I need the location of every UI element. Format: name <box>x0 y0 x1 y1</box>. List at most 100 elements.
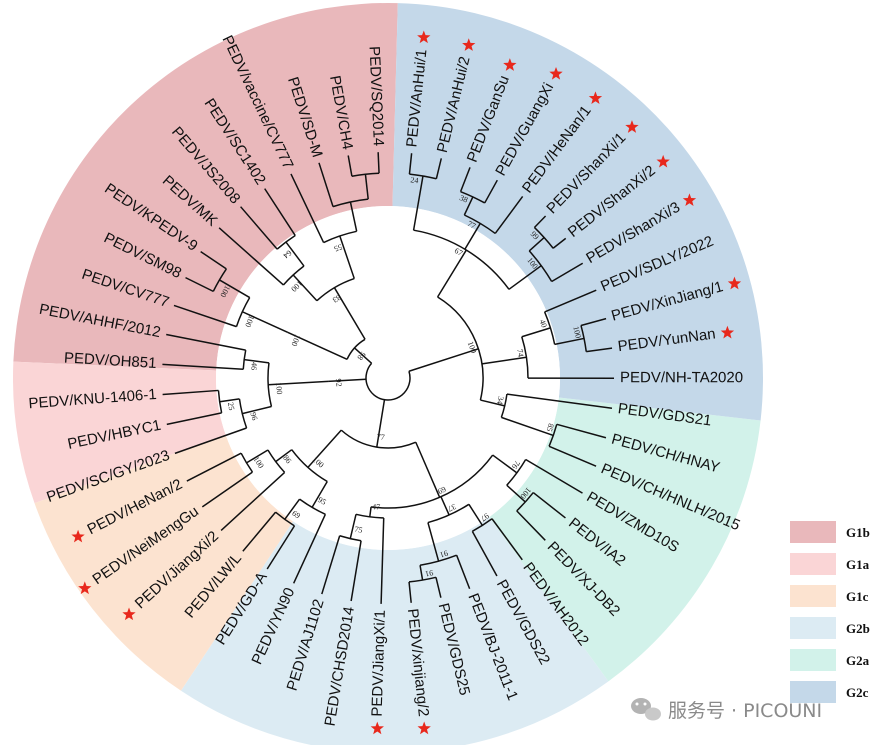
bootstrap-value: 76 <box>510 459 522 471</box>
tree-arc-10 <box>464 214 496 235</box>
bootstrap-value: 97 <box>479 511 491 523</box>
tree-branch-16 <box>508 265 542 290</box>
tree-branch-22 <box>551 262 584 283</box>
bootstrap-value: 47 <box>372 502 381 512</box>
tree-branch-63 <box>408 581 412 603</box>
taxon-label: PEDV/OH851 <box>64 349 157 372</box>
tree-branch-18 <box>528 236 545 252</box>
star-icon <box>71 529 85 543</box>
bootstrap-value: 37 <box>446 502 457 514</box>
star-icon <box>720 325 735 339</box>
legend-label-g1a: G1a <box>846 557 870 572</box>
tree-branch-91 <box>242 405 272 415</box>
star-icon <box>122 607 136 621</box>
tree-arc-6 <box>409 173 437 180</box>
tree-branch-62 <box>435 577 442 598</box>
bootstrap-value: 100 <box>466 340 479 354</box>
star-icon <box>625 120 639 133</box>
taxon-label: PEDV/SQ2014 <box>366 46 387 147</box>
tree-branch-13 <box>459 167 471 192</box>
legend-swatch-g2c <box>790 681 836 703</box>
star-icon <box>417 30 431 44</box>
tree-branch-67 <box>349 514 357 539</box>
tree-branch-42 <box>415 441 441 498</box>
star-icon <box>462 38 476 51</box>
tree-branch-80 <box>275 449 293 463</box>
legend-swatch-g2b <box>790 617 836 639</box>
tree-branch-118 <box>285 241 305 267</box>
bootstrap-value: 24 <box>410 175 419 185</box>
sector-g1c <box>34 435 294 691</box>
tree-arc-72 <box>291 449 328 483</box>
tree-branch-31 <box>586 347 613 353</box>
sector-g1a <box>12 361 226 504</box>
star-icon <box>370 721 384 735</box>
star-icon <box>682 193 697 207</box>
tree-branch-85 <box>201 471 253 508</box>
tree-branch-7 <box>408 153 413 175</box>
tree-branch-25 <box>521 327 551 338</box>
star-icon <box>727 276 742 290</box>
bootstrap-value: 77 <box>376 432 385 442</box>
bootstrap-value: 38 <box>458 193 469 204</box>
tree-branch-28 <box>554 337 585 346</box>
bootstrap-value: 86 <box>281 453 293 465</box>
tree-branch-21 <box>552 237 567 249</box>
bootstrap-value: 91 <box>439 548 449 559</box>
tree-branch-47 <box>506 484 526 503</box>
tree-branch-44 <box>492 454 518 474</box>
tree-branch-14 <box>484 179 498 204</box>
tree-branch-83 <box>246 449 269 464</box>
legend-label-g1b: G1b <box>846 525 870 540</box>
bootstrap-value: 69 <box>290 509 302 521</box>
tree-branch-82 <box>220 471 286 531</box>
bootstrap-value: 100 <box>289 333 302 348</box>
tree-branch-70 <box>321 535 341 595</box>
bootstrap-value: 95 <box>316 495 327 507</box>
star-icon <box>417 721 431 735</box>
tree-branch-93 <box>174 427 247 455</box>
tree-branch-98 <box>244 358 270 364</box>
inner-disc <box>216 206 560 550</box>
tree-arc-43 <box>370 454 494 509</box>
star-icon <box>549 66 563 80</box>
bootstrap-value: 46 <box>249 362 259 371</box>
tree-arc-52 <box>427 503 470 524</box>
tree-branch-97 <box>162 389 219 396</box>
tree-branch-23 <box>481 356 527 365</box>
tree-arc-114 <box>316 277 355 302</box>
tree-branch-38 <box>556 423 607 439</box>
bootstrap-value: 74 <box>515 348 525 358</box>
tree-branch-100 <box>162 363 244 371</box>
tree-branch-20 <box>533 215 547 228</box>
tree-branch-113 <box>333 287 366 340</box>
legend-label-g2a: G2a <box>846 653 870 668</box>
taxon-label: PEDV/NH-TA2020 <box>620 369 743 386</box>
tree-branch-39 <box>548 445 597 467</box>
tree-branch-115 <box>292 274 318 302</box>
bootstrap-value: 100 <box>274 382 284 395</box>
legend-label-g2b: G2b <box>846 621 870 636</box>
tree-branch-49 <box>532 491 566 519</box>
tree-branch-89 <box>268 380 329 386</box>
tree-branch-40 <box>376 399 386 448</box>
tree-branch-109 <box>219 279 251 299</box>
star-markers <box>71 30 742 735</box>
bootstrap-value: 69 <box>436 484 447 496</box>
tree-arc-2 <box>437 296 484 401</box>
tree-branch-79 <box>242 511 277 552</box>
tree-branch-127 <box>318 162 334 207</box>
tree-branch-102 <box>354 347 373 364</box>
bootstrap-value: 40 <box>538 318 549 329</box>
tree-branch-130 <box>347 155 353 177</box>
tree-branch-121 <box>264 188 296 236</box>
tree-branch-9 <box>464 223 481 250</box>
bootstrap-value: 100 <box>571 325 583 339</box>
tree-branch-76 <box>284 498 301 520</box>
bootstrap-value: 96 <box>248 411 259 421</box>
tree-arc-29 <box>580 325 587 352</box>
tree-branch-50 <box>516 510 546 541</box>
tree-branch-64 <box>369 506 372 517</box>
tree-branch-106 <box>242 311 289 334</box>
